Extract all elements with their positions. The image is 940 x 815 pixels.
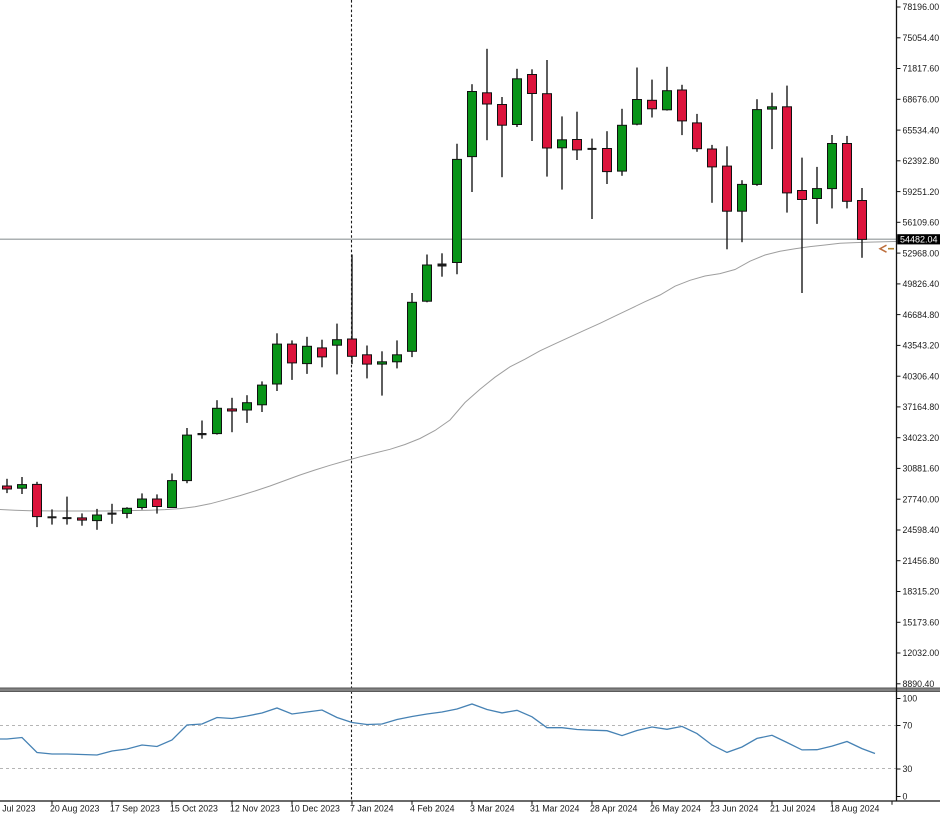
svg-text:30: 30 <box>903 764 913 774</box>
svg-text:43543.20: 43543.20 <box>903 341 940 351</box>
svg-text:78196.00: 78196.00 <box>903 2 940 12</box>
svg-text:49826.40: 49826.40 <box>903 279 940 289</box>
svg-text:54482.04: 54482.04 <box>900 235 938 245</box>
svg-text:18 Aug 2024: 18 Aug 2024 <box>830 804 880 814</box>
svg-text:12 Nov 2023: 12 Nov 2023 <box>230 804 280 814</box>
svg-text:30881.60: 30881.60 <box>903 464 940 474</box>
svg-text:4 Feb 2024: 4 Feb 2024 <box>410 804 455 814</box>
svg-text:17 Sep 2023: 17 Sep 2023 <box>110 804 160 814</box>
svg-text:26 May 2024: 26 May 2024 <box>650 804 701 814</box>
svg-text:15173.60: 15173.60 <box>903 618 940 628</box>
svg-text:31 Mar 2024: 31 Mar 2024 <box>530 804 579 814</box>
svg-text:37164.80: 37164.80 <box>903 402 940 412</box>
svg-text:34023.20: 34023.20 <box>903 433 940 443</box>
svg-text:0: 0 <box>903 792 908 802</box>
svg-text:10 Dec 2023: 10 Dec 2023 <box>290 804 340 814</box>
svg-text:46684.80: 46684.80 <box>903 310 940 320</box>
svg-text:40306.40: 40306.40 <box>903 371 940 381</box>
svg-text:18315.20: 18315.20 <box>903 587 940 597</box>
svg-text:68676.00: 68676.00 <box>903 95 940 105</box>
svg-text:59251.20: 59251.20 <box>903 187 940 197</box>
svg-text:15 Oct 2023: 15 Oct 2023 <box>170 804 218 814</box>
svg-text:52968.00: 52968.00 <box>903 248 940 258</box>
svg-text:28 Apr 2024: 28 Apr 2024 <box>590 804 638 814</box>
svg-text:21456.80: 21456.80 <box>903 556 940 566</box>
svg-text:65534.40: 65534.40 <box>903 125 940 135</box>
svg-text:62392.80: 62392.80 <box>903 156 940 166</box>
svg-text:8890.40: 8890.40 <box>903 679 935 689</box>
svg-text:75054.40: 75054.40 <box>903 33 940 43</box>
svg-text:21 Jul 2024: 21 Jul 2024 <box>770 804 816 814</box>
svg-text:12032.00: 12032.00 <box>903 648 940 658</box>
svg-text:56109.60: 56109.60 <box>903 218 940 228</box>
svg-text:20 Aug 2023: 20 Aug 2023 <box>50 804 100 814</box>
svg-text:30 Jul 2023: 30 Jul 2023 <box>0 804 36 814</box>
svg-text:27740.00: 27740.00 <box>903 494 940 504</box>
svg-text:70: 70 <box>903 721 913 731</box>
svg-text:23 Jun 2024: 23 Jun 2024 <box>710 804 759 814</box>
svg-text:71817.60: 71817.60 <box>903 64 940 74</box>
svg-text:3 Mar 2024: 3 Mar 2024 <box>470 804 515 814</box>
svg-text:7 Jan 2024: 7 Jan 2024 <box>350 804 394 814</box>
svg-text:100: 100 <box>903 694 918 704</box>
svg-text:24598.40: 24598.40 <box>903 525 940 535</box>
